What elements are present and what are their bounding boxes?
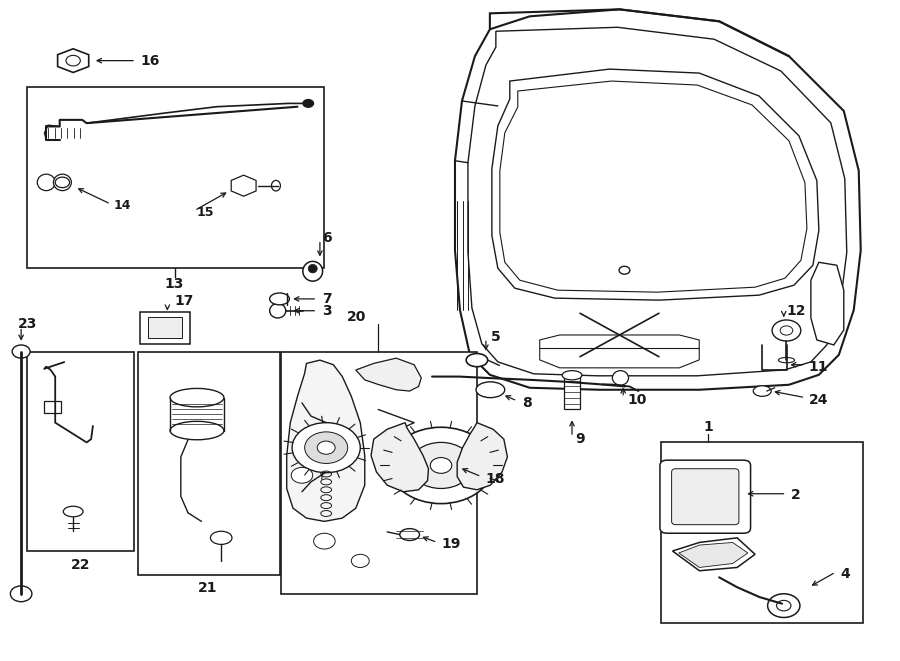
Text: 16: 16	[140, 54, 160, 67]
Text: 5: 5	[491, 330, 500, 344]
Polygon shape	[679, 543, 748, 567]
Text: 24: 24	[809, 393, 828, 407]
Ellipse shape	[272, 180, 281, 191]
Bar	[138, 352, 280, 575]
Text: 11: 11	[809, 360, 828, 373]
Bar	[661, 442, 863, 623]
Ellipse shape	[753, 386, 771, 397]
Polygon shape	[672, 538, 755, 570]
Text: 4: 4	[841, 567, 850, 581]
Text: 21: 21	[198, 580, 218, 595]
Polygon shape	[371, 422, 428, 492]
Circle shape	[313, 533, 335, 549]
Polygon shape	[287, 360, 365, 522]
Polygon shape	[492, 69, 819, 300]
Bar	[44, 401, 60, 412]
Circle shape	[13, 345, 30, 358]
Text: 6: 6	[321, 231, 331, 245]
Text: 23: 23	[17, 317, 37, 331]
Ellipse shape	[778, 358, 795, 363]
Text: 20: 20	[346, 310, 366, 324]
Ellipse shape	[612, 371, 628, 385]
Polygon shape	[356, 358, 421, 391]
Circle shape	[303, 99, 313, 107]
Text: 17: 17	[175, 294, 194, 308]
Text: 13: 13	[165, 276, 184, 291]
Bar	[564, 375, 580, 409]
Circle shape	[772, 320, 801, 341]
Ellipse shape	[63, 506, 83, 517]
Ellipse shape	[476, 382, 505, 398]
FancyBboxPatch shape	[671, 469, 739, 525]
Text: 12: 12	[787, 304, 806, 318]
Circle shape	[292, 467, 312, 483]
Text: 10: 10	[627, 393, 647, 407]
Ellipse shape	[308, 264, 317, 273]
Circle shape	[55, 177, 69, 188]
Bar	[26, 87, 324, 268]
Bar	[26, 352, 134, 551]
Ellipse shape	[270, 293, 290, 305]
Ellipse shape	[562, 371, 582, 380]
Text: 9: 9	[576, 432, 585, 446]
Polygon shape	[457, 422, 508, 490]
Circle shape	[410, 442, 472, 488]
FancyBboxPatch shape	[660, 460, 751, 533]
Circle shape	[11, 586, 32, 602]
Text: 19: 19	[441, 537, 461, 551]
Bar	[148, 317, 182, 338]
Text: 3: 3	[321, 304, 331, 318]
Bar	[282, 352, 477, 594]
Ellipse shape	[37, 174, 55, 190]
Text: 8: 8	[522, 396, 532, 410]
Ellipse shape	[270, 303, 286, 318]
Text: 22: 22	[70, 558, 90, 572]
Ellipse shape	[211, 531, 232, 545]
Polygon shape	[811, 262, 844, 345]
Circle shape	[430, 457, 452, 473]
Ellipse shape	[466, 354, 488, 367]
Circle shape	[317, 441, 335, 454]
Circle shape	[768, 594, 800, 617]
Text: 2: 2	[791, 488, 801, 502]
Polygon shape	[231, 175, 256, 196]
Ellipse shape	[170, 389, 224, 407]
Bar	[140, 312, 190, 344]
Text: 15: 15	[197, 206, 214, 219]
Circle shape	[389, 427, 493, 504]
Text: 1: 1	[704, 420, 714, 434]
Ellipse shape	[400, 529, 419, 541]
Ellipse shape	[303, 261, 322, 281]
Ellipse shape	[53, 174, 71, 190]
Text: 18: 18	[486, 471, 506, 486]
Text: 14: 14	[113, 199, 131, 212]
Circle shape	[351, 555, 369, 567]
Circle shape	[304, 432, 347, 463]
Text: 7: 7	[321, 292, 331, 306]
Ellipse shape	[170, 421, 224, 440]
Circle shape	[292, 422, 360, 473]
Polygon shape	[58, 49, 89, 73]
